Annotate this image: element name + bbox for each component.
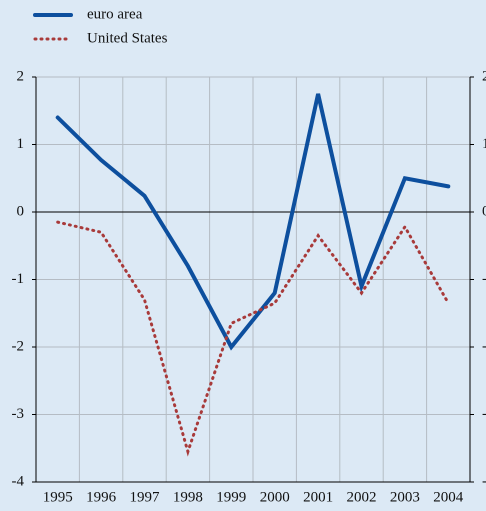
y-tick-label: -3 bbox=[12, 406, 25, 422]
x-tick-label: 2003 bbox=[390, 489, 420, 505]
y-tick-label: 1 bbox=[17, 136, 25, 152]
y-tick-label: 2 bbox=[17, 68, 25, 84]
y-tick-label: -1 bbox=[12, 271, 25, 287]
y2-tick-label: 0 bbox=[482, 203, 486, 219]
legend-label: euro area bbox=[87, 6, 143, 22]
x-tick-label: 1996 bbox=[86, 489, 117, 505]
y-tick-label: -2 bbox=[12, 338, 25, 354]
x-tick-label: 2000 bbox=[260, 489, 290, 505]
y2-tick-label: -4 bbox=[482, 473, 486, 489]
y2-tick-label: -1 bbox=[482, 271, 486, 287]
x-tick-label: 2001 bbox=[303, 489, 333, 505]
x-tick-label: 1997 bbox=[130, 489, 161, 505]
y2-tick-label: -2 bbox=[482, 338, 486, 354]
y2-tick-label: -3 bbox=[482, 406, 486, 422]
series-line bbox=[56, 220, 450, 457]
series-line bbox=[55, 93, 451, 351]
y-tick-label: -4 bbox=[12, 473, 25, 489]
x-tick-label: 1995 bbox=[43, 489, 73, 505]
y-tick-label: 0 bbox=[17, 203, 25, 219]
y2-tick-label: 2 bbox=[482, 68, 486, 84]
legend-label: United States bbox=[87, 30, 168, 46]
x-tick-label: 2002 bbox=[347, 489, 377, 505]
x-tick-label: 1998 bbox=[173, 489, 203, 505]
x-tick-label: 1999 bbox=[216, 489, 246, 505]
x-tick-label: 2004 bbox=[433, 489, 464, 505]
y2-tick-label: 1 bbox=[482, 136, 486, 152]
